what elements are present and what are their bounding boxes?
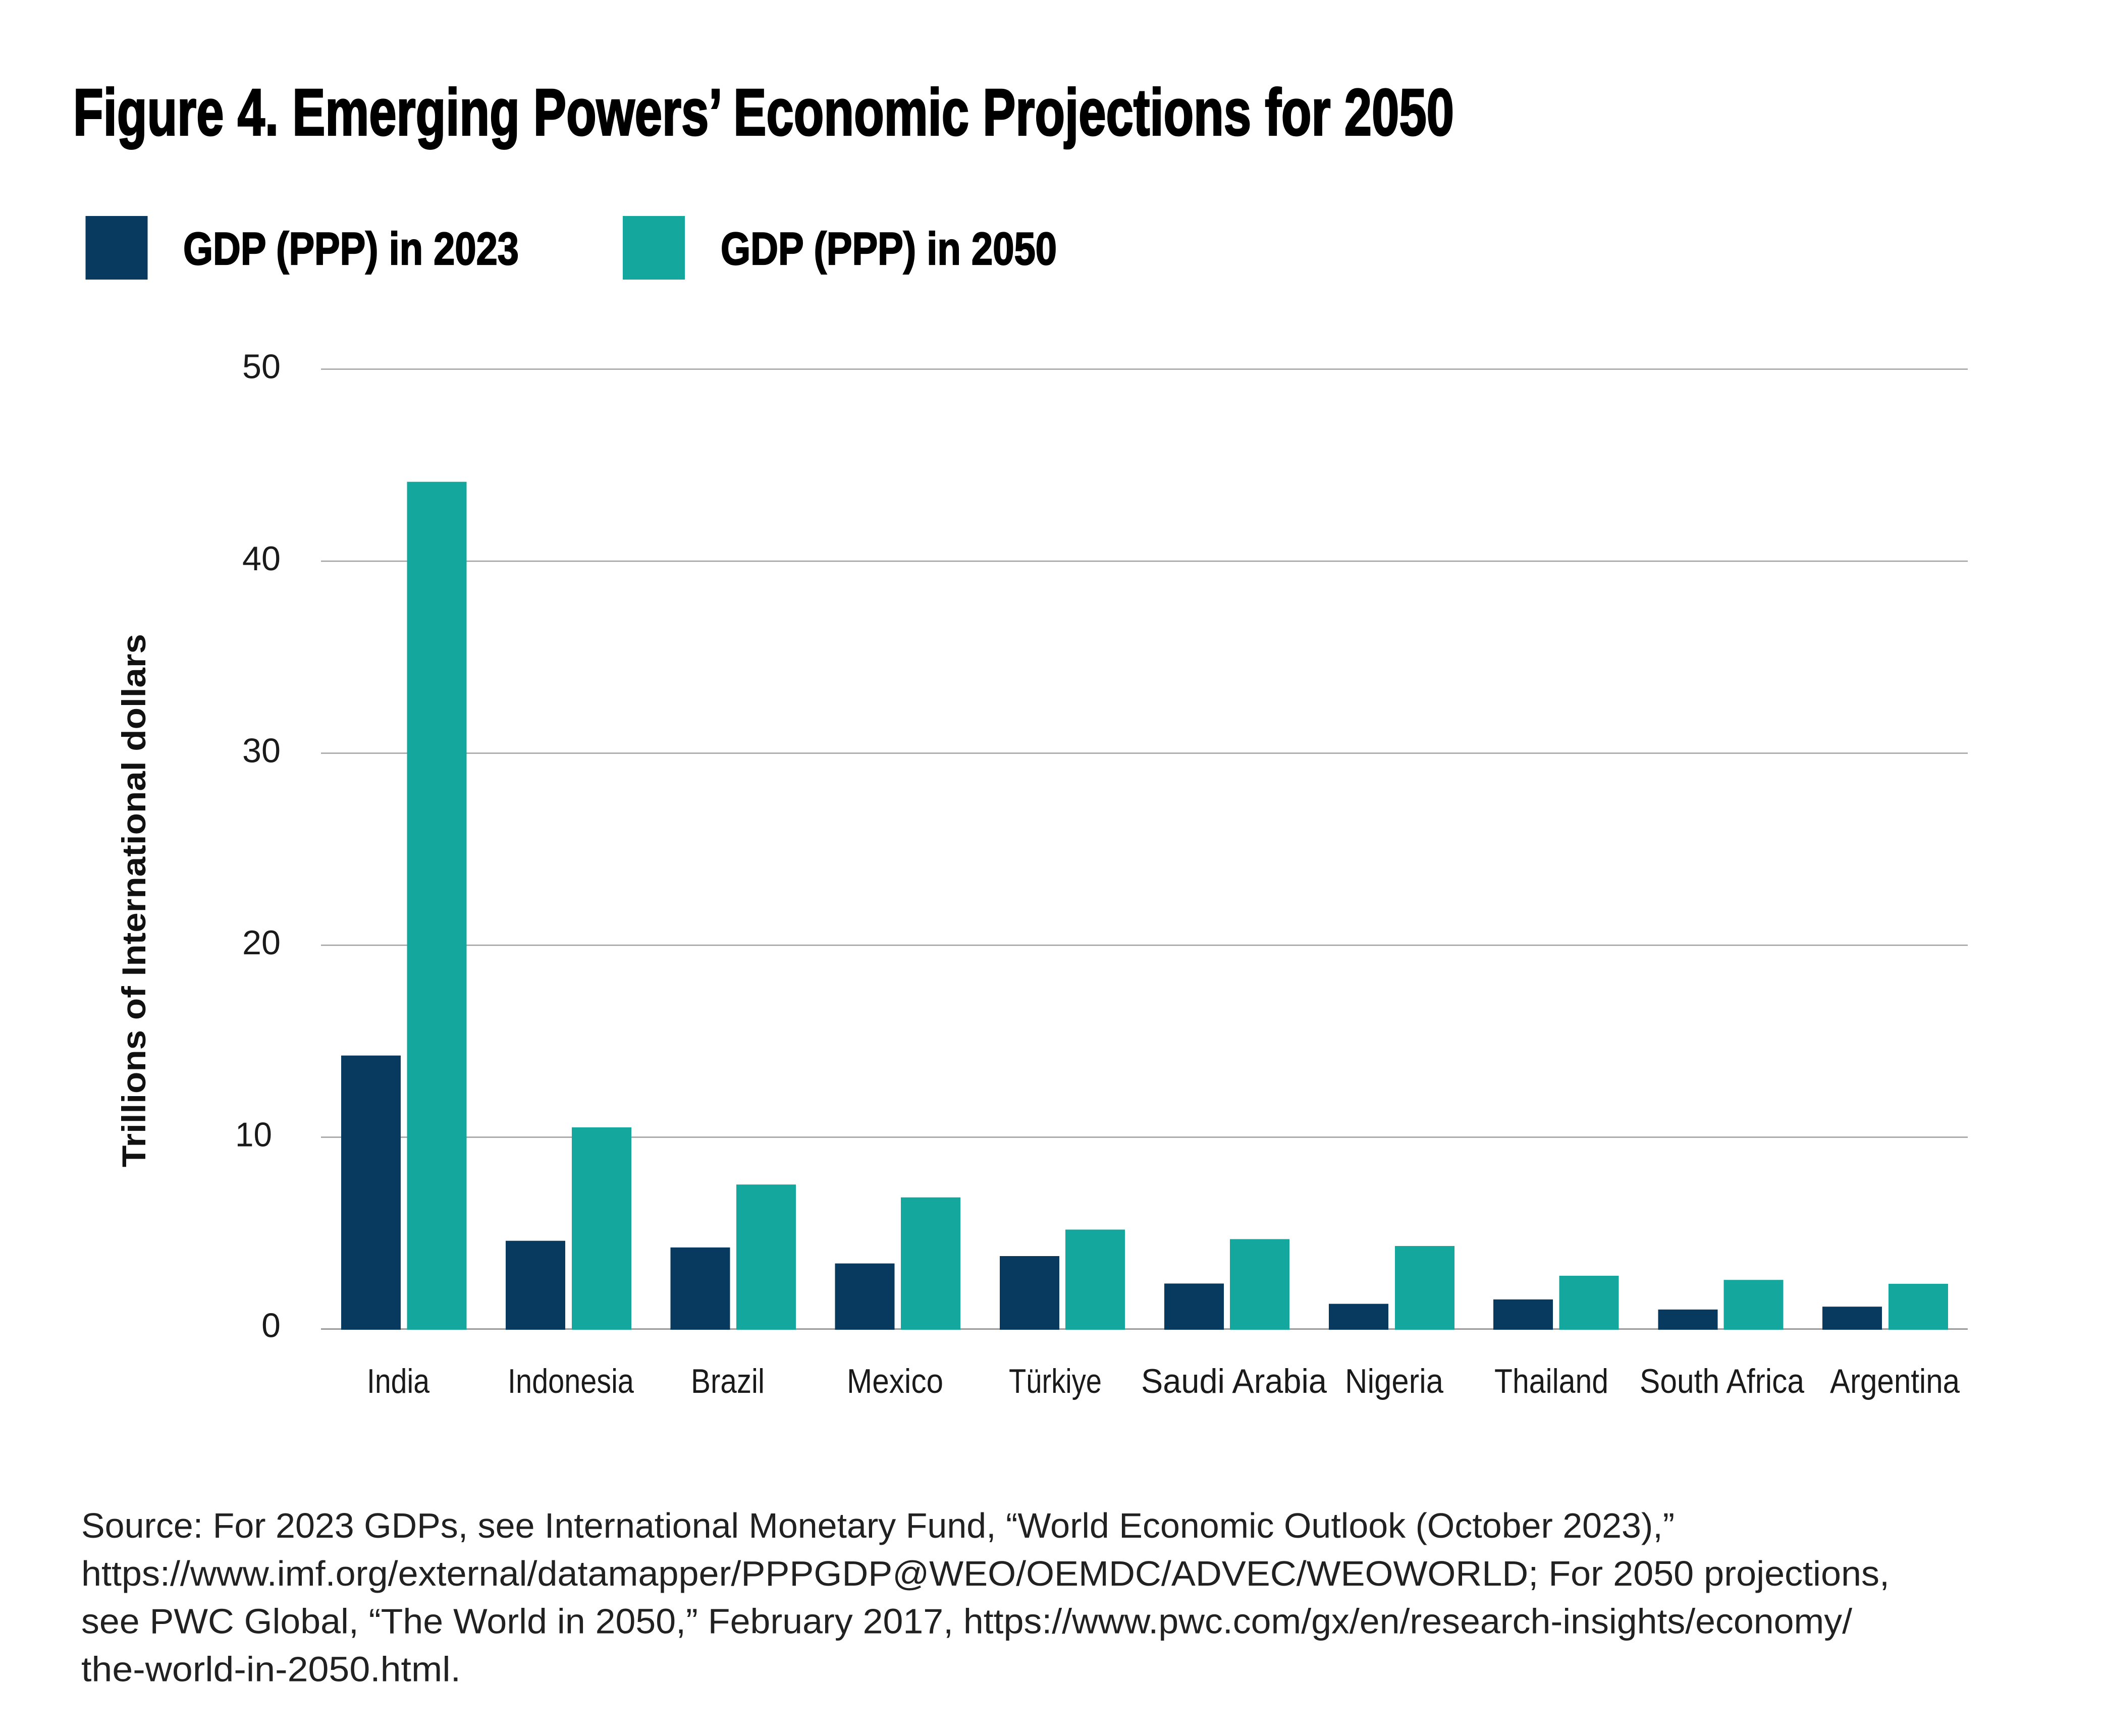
svg-text:10: 10 [235,1115,272,1154]
svg-text:Nigeria: Nigeria [1345,1362,1443,1400]
svg-text:20: 20 [242,924,281,962]
svg-text:GDP (PPP) in 2023: GDP (PPP) in 2023 [183,224,519,275]
svg-text:Mexico: Mexico [847,1362,943,1400]
svg-text:Türkiye: Türkiye [1009,1362,1102,1400]
svg-text:South Africa: South Africa [1640,1362,1804,1400]
svg-text:see PWC Global, “The World in: see PWC Global, “The World in 2050,” Feb… [81,1602,1853,1641]
svg-text:Indonesia: Indonesia [508,1362,634,1400]
svg-text:Thailand: Thailand [1494,1362,1608,1400]
svg-text:30: 30 [242,732,281,770]
svg-text:40: 40 [242,539,281,578]
svg-text:50: 50 [242,348,281,386]
svg-text:Trillions of International dol: Trillions of International dollars [115,634,152,1167]
svg-text:Brazil: Brazil [691,1362,765,1400]
svg-text:Argentina: Argentina [1830,1362,1960,1400]
svg-text:GDP (PPP) in 2050: GDP (PPP) in 2050 [721,224,1057,275]
svg-text:Saudi Arabia: Saudi Arabia [1141,1362,1327,1400]
svg-text:the-world-in-2050.html.: the-world-in-2050.html. [81,1650,461,1689]
svg-text:https://www.imf.org/external/d: https://www.imf.org/external/datamapper/… [81,1554,1890,1593]
svg-text:India: India [367,1362,429,1400]
svg-text:0: 0 [261,1307,281,1345]
svg-text:Source: For 2023 GDPs, see Int: Source: For 2023 GDPs, see International… [81,1506,1675,1545]
svg-text:Figure 4. Emerging Powers’ Eco: Figure 4. Emerging Powers’ Economic Proj… [73,75,1454,149]
